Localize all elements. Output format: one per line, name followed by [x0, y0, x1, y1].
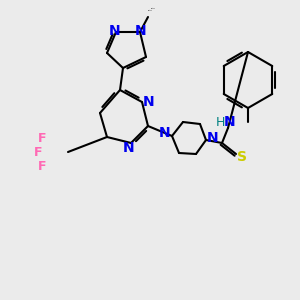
Text: N: N — [109, 24, 121, 38]
Text: H: H — [215, 116, 225, 128]
Text: N: N — [123, 141, 135, 155]
Text: N: N — [224, 115, 236, 129]
Text: N: N — [207, 131, 219, 145]
Text: methyl: methyl — [148, 9, 152, 11]
Text: F: F — [38, 131, 46, 145]
Text: N: N — [143, 95, 155, 109]
Text: F: F — [38, 160, 46, 172]
Text: methyl: methyl — [151, 8, 156, 9]
Text: N: N — [159, 126, 171, 140]
Text: N: N — [135, 24, 147, 38]
Text: F: F — [34, 146, 42, 158]
Text: S: S — [237, 150, 247, 164]
